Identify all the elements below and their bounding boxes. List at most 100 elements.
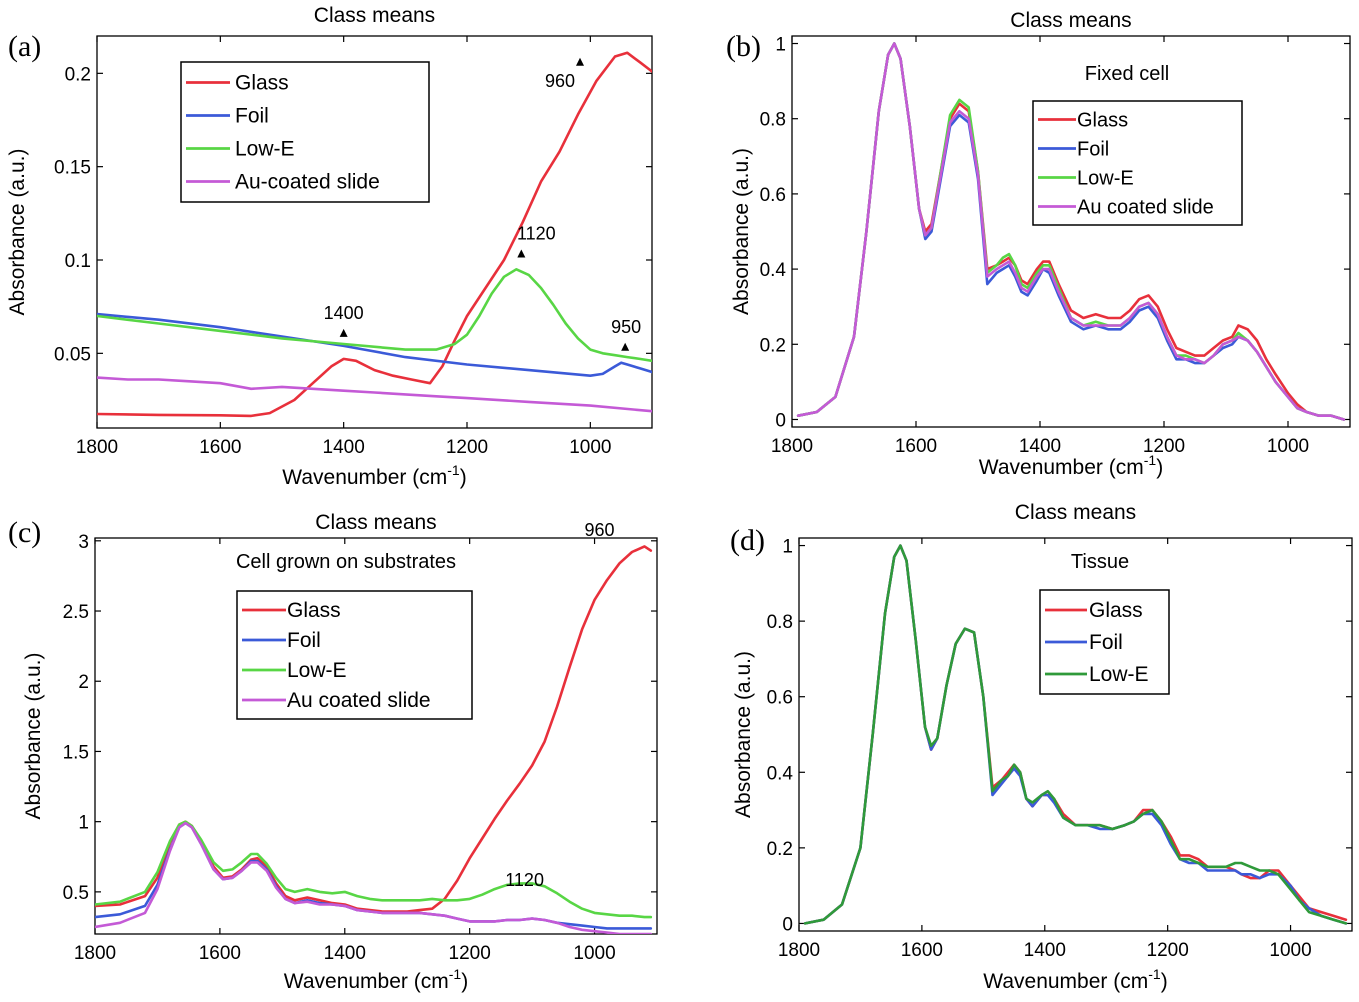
y-tick-label: 3	[78, 532, 89, 553]
x-tick-label: 1200	[446, 437, 488, 458]
x-tick-label: 1600	[895, 436, 937, 457]
x-tick-label: 1800	[771, 436, 813, 457]
y-axis-label: Absorbance (a.u.)	[730, 148, 753, 315]
chart-title: Class means	[315, 511, 436, 534]
annotation-label: 960	[545, 71, 575, 91]
y-tick-label: 2.5	[63, 602, 89, 623]
annotation-label: 960	[585, 520, 615, 540]
x-tick-label: 1600	[199, 943, 241, 964]
x-tick-label: 1000	[573, 943, 615, 964]
legend: Glass Foil Low-E	[1039, 589, 1170, 695]
series-line-low-e	[97, 267, 652, 363]
y-tick-label: 0.4	[760, 260, 787, 281]
x-tick-label: 1600	[199, 437, 241, 458]
x-tick-label: 1200	[449, 943, 491, 964]
y-tick-label: 0.8	[760, 110, 786, 131]
x-axis-label: Wavenumber (cm-1)	[282, 462, 466, 489]
legend-label: Au coated slide	[287, 689, 431, 712]
y-tick-label: 0.15	[54, 158, 91, 179]
plot-frame	[94, 537, 658, 935]
y-tick-label: 0.4	[767, 763, 794, 784]
panel-letter: (b)	[726, 30, 761, 63]
legend-box	[1032, 100, 1243, 226]
chart-title: Class means	[1010, 9, 1131, 32]
chart-title: Class means	[1015, 501, 1136, 524]
series-line-low-e	[803, 544, 1348, 925]
y-tick-label: 1	[782, 537, 793, 558]
legend-label: Au coated slide	[1077, 197, 1214, 219]
legend-box	[180, 61, 430, 203]
y-tick-label: 0.2	[760, 335, 786, 356]
chart-subtitle: Tissue	[1071, 551, 1129, 573]
y-axis-label: Absorbance (a.u.)	[732, 651, 755, 818]
legend: Glass Foil Low-E Au coated slide	[236, 590, 473, 720]
x-tick-label: 1000	[1267, 436, 1309, 457]
y-tick-label: 0.8	[767, 612, 793, 633]
y-tick-label: 0.2	[65, 64, 91, 85]
panel-d: (d) Class means 1800 1600 1400 1200 1000 0 0.2 0.…	[730, 501, 1353, 993]
x-tick-label: 1000	[1269, 940, 1311, 961]
annotation-label: 1120	[505, 870, 544, 890]
y-tick-label: 2	[78, 672, 89, 693]
chart-subtitle: Cell grown on substrates	[236, 551, 456, 573]
x-tick-label: 1400	[324, 943, 366, 964]
x-tick-label: 1200	[1143, 436, 1185, 457]
x-tick-label: 1800	[778, 940, 820, 961]
x-axis-label: Wavenumber (cm-1)	[284, 966, 468, 993]
annotation-arrow	[576, 57, 584, 66]
y-tick-label: 1	[78, 813, 89, 834]
legend-label: Low-E	[1089, 663, 1149, 686]
x-tick-label: 1000	[569, 437, 611, 458]
plot-frame	[96, 35, 653, 429]
legend-label: Low-E	[1077, 168, 1134, 190]
legend-label: Foil	[1089, 631, 1123, 654]
x-tick-label: 1800	[74, 943, 116, 964]
y-tick-label: 0.5	[63, 883, 89, 904]
x-tick-label: 1800	[76, 437, 118, 458]
annotation-label: 1400	[324, 303, 364, 323]
annotation-arrow	[339, 328, 348, 337]
y-tick-label: 0.05	[54, 344, 91, 365]
plot-frame	[798, 537, 1353, 932]
legend: Glass Foil Low-E Au coated slide	[1032, 100, 1243, 226]
panel-letter: (d)	[730, 524, 765, 557]
series-line-foil	[97, 312, 652, 378]
legend-label: Glass	[235, 72, 289, 95]
panel-b: (b) Class means 1800 1600 1400 1200 1000 0 0.2 0.…	[726, 9, 1351, 479]
peak-annotation: 1120	[505, 870, 544, 890]
y-tick-label: 0	[775, 410, 786, 431]
legend: Glass Foil Low-E Au-coated slide	[180, 61, 430, 203]
legend-label: Foil	[287, 629, 321, 652]
y-tick-label: 0.6	[767, 688, 793, 709]
y-tick-label: 1	[775, 35, 786, 56]
series-line-au-coated-slide	[95, 821, 653, 934]
annotation-arrow	[517, 249, 526, 258]
chart-subtitle: Fixed cell	[1085, 63, 1169, 85]
x-axis-label: Wavenumber (cm-1)	[983, 966, 1167, 993]
y-tick-label: 0.6	[760, 185, 786, 206]
y-tick-label: 0.1	[65, 251, 91, 272]
legend-label: Low-E	[235, 138, 295, 161]
panel-letter: (a)	[8, 30, 41, 63]
legend-label: Glass	[1089, 599, 1143, 622]
x-tick-label: 1200	[1147, 940, 1189, 961]
legend-label: Au-coated slide	[235, 171, 380, 194]
panel-letter: (c)	[8, 516, 41, 549]
annotation-label: 1120	[517, 223, 556, 243]
x-axis-label: Wavenumber (cm-1)	[979, 452, 1163, 479]
peak-annotation: 1400	[324, 303, 364, 337]
legend-label: Glass	[1077, 110, 1128, 132]
y-axis-label: Absorbance (a.u.)	[6, 149, 29, 316]
legend-label: Foil	[235, 105, 269, 128]
annotation-label: 950	[611, 317, 641, 337]
x-tick-label: 1400	[1019, 436, 1061, 457]
panel-a: (a) Class means 1800 1600 1400 1200 1000 0.05 0.…	[6, 4, 653, 489]
legend-box	[236, 590, 473, 720]
peak-annotation: 960	[545, 57, 584, 91]
series-line-au-coated-slide	[97, 376, 652, 413]
y-tick-label: 0	[782, 914, 793, 935]
x-tick-label: 1400	[1024, 940, 1066, 961]
peak-annotation: 950	[611, 317, 641, 351]
chart-title: Class means	[314, 4, 435, 27]
